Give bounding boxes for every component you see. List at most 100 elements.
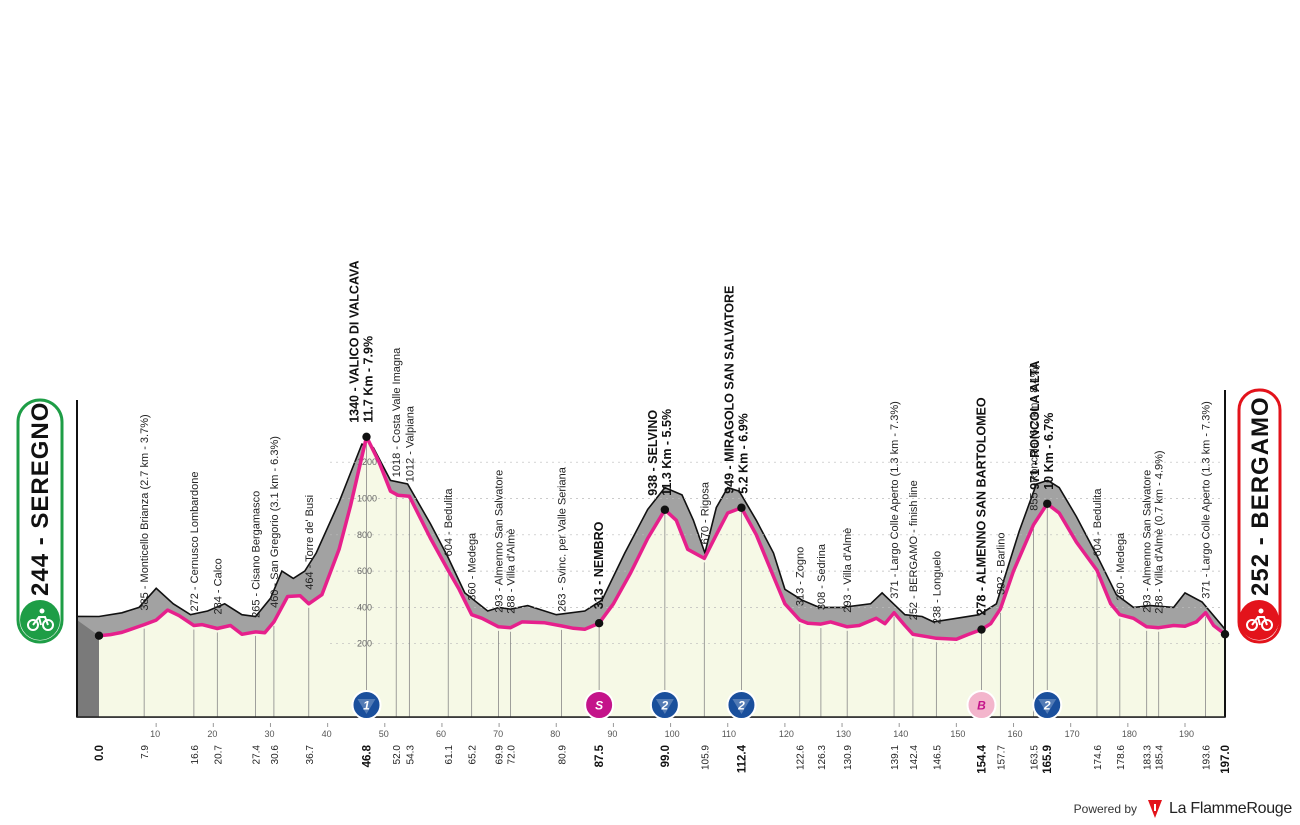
waypoint-label: 288 - Villa d'Almè (0.7 km - 4.9%) bbox=[1154, 450, 1166, 613]
kom-mountain-icon bbox=[1038, 699, 1057, 714]
km-tick-label: 70 bbox=[493, 729, 503, 739]
waypoint-km-label: 130.9 bbox=[843, 745, 854, 770]
waypoint-label: 293 - Almenno San Salvatore bbox=[494, 470, 506, 613]
waypoint-label: 371 - Largo Colle Aperto (1.3 km - 7.3%) bbox=[889, 401, 901, 598]
km-tick-label: 130 bbox=[836, 729, 851, 739]
km-tick-label: 80 bbox=[550, 729, 560, 739]
waypoint-label: 360 - Medega bbox=[467, 532, 479, 601]
km-tick-label: 180 bbox=[1122, 729, 1137, 739]
kom-badge bbox=[351, 690, 382, 720]
waypoint-label: 308 - Sedrina bbox=[816, 543, 828, 610]
waypoint-droplines bbox=[143, 440, 1206, 717]
waypoint-label: 284 - Calco bbox=[212, 558, 224, 614]
sprint-badge bbox=[584, 690, 615, 720]
start-sep: - bbox=[27, 529, 54, 553]
waypoint-km-label: 20.7 bbox=[213, 745, 224, 765]
km-tick-label: 30 bbox=[264, 729, 274, 739]
waypoint-km-label: 72.0 bbox=[507, 745, 518, 765]
waypoint-km-label: 126.3 bbox=[817, 745, 828, 770]
waypoint-label: 278 - ALMENNO SAN BARTOLOMEO bbox=[975, 397, 989, 615]
waypoint-km-label: 46.8 bbox=[362, 744, 374, 767]
km-tick-label: 140 bbox=[893, 729, 908, 739]
km-tick-label: 40 bbox=[322, 729, 332, 739]
waypoint-label: 272 - Cernusco Lombardone bbox=[189, 471, 201, 611]
waypoint-sublabel: 11.3 Km - 5.5% bbox=[660, 409, 674, 496]
route-area-fill bbox=[99, 436, 1225, 717]
kom-badge-label: 2 bbox=[737, 699, 745, 713]
waypoint-dot bbox=[362, 432, 371, 441]
waypoint-label: 1018 - Costa Valle Imagna bbox=[391, 347, 403, 477]
waypoint-label: 464 - Torre de' Busi bbox=[304, 495, 316, 590]
waypoint-label: 604 - Bedulita bbox=[443, 488, 455, 557]
sprint-badge-label: S bbox=[595, 699, 603, 713]
km-tick-label: 60 bbox=[436, 729, 446, 739]
waypoint-label: 1340 - VALICO DI VALCAVA bbox=[348, 261, 362, 423]
route-line bbox=[98, 435, 1227, 641]
finish-name: BERGAMO bbox=[1247, 396, 1274, 528]
waypoint-dot bbox=[660, 505, 670, 514]
start-wedge bbox=[77, 620, 99, 717]
waypoint-dot bbox=[977, 625, 986, 634]
elevation-grid: 200 400 600 800 1000 1200 bbox=[330, 457, 1220, 649]
grid-label: 800 bbox=[357, 530, 372, 540]
waypoint-dot bbox=[594, 618, 604, 628]
footer-brand: Powered by La FlammeRouge bbox=[1074, 797, 1292, 821]
finish-elevation: 252 bbox=[1247, 553, 1274, 596]
waypoint-km-label: 142.4 bbox=[909, 745, 920, 770]
waypoint-dot bbox=[1220, 630, 1230, 639]
waypoint-label: 392 - Barlino bbox=[995, 533, 1007, 595]
flamme-rouge-icon bbox=[1148, 800, 1163, 818]
waypoint-dot bbox=[94, 631, 104, 640]
start-elevation: 244 bbox=[27, 553, 54, 596]
waypoint-km-label: 139.1 bbox=[890, 745, 901, 770]
start-pill bbox=[16, 398, 64, 644]
waypoint-label: 1012 - Valpiana bbox=[404, 405, 416, 482]
waypoint-label: 855 - Roncola (6.2 km - 8.4%) bbox=[1029, 364, 1041, 511]
waypoint-km-label: 165.9 bbox=[1042, 745, 1054, 774]
km-tick-label: 100 bbox=[665, 729, 680, 739]
waypoint-km-label: 87.5 bbox=[594, 744, 606, 767]
start-name: SEREGNO bbox=[27, 402, 54, 529]
waypoint-km-label: 122.6 bbox=[796, 745, 807, 770]
waypoint-label: 360 - Medega bbox=[1115, 532, 1127, 601]
waypoint-label: 604 - Bedulita bbox=[1092, 488, 1104, 557]
waypoint-km-label: 61.1 bbox=[444, 745, 455, 765]
waypoint-km-label: 0.0 bbox=[94, 745, 106, 761]
kom-badge-label: 2 bbox=[1043, 699, 1051, 713]
waypoint-km-label: 183.3 bbox=[1143, 745, 1154, 770]
kom-badge bbox=[726, 690, 757, 720]
waypoint-km-label: 52.0 bbox=[392, 745, 403, 765]
waypoint-km-label: 157.7 bbox=[996, 745, 1007, 770]
waypoint-km-label: 112.4 bbox=[736, 744, 748, 773]
kom-mountain-icon bbox=[655, 699, 674, 714]
waypoint-label: 460 - San Gregorio (3.1 km - 6.3%) bbox=[269, 436, 281, 608]
waypoint-km-label: 178.6 bbox=[1116, 745, 1127, 770]
waypoint-label: 313 - Zogno bbox=[795, 547, 807, 606]
cyclist-icon bbox=[27, 608, 54, 631]
kom-badge-label: 2 bbox=[661, 699, 669, 713]
grid-label: 1000 bbox=[357, 494, 377, 504]
waypoint-dot bbox=[1043, 499, 1052, 508]
kom-badge bbox=[1032, 690, 1063, 720]
waypoint-km-label: 69.9 bbox=[495, 745, 506, 765]
km-tick-label: 190 bbox=[1179, 729, 1194, 739]
waypoint-km-label: 146.5 bbox=[932, 745, 943, 770]
cyclist-icon bbox=[1246, 608, 1273, 631]
waypoint-label: 263 - Svinc. per Valle Seriana bbox=[556, 466, 568, 612]
waypoint-km-label: 193.6 bbox=[1202, 745, 1213, 770]
start-marker: 244 - SEREGNO bbox=[16, 398, 64, 644]
waypoint-km-label: 27.4 bbox=[252, 745, 263, 765]
waypoint-km-label: 80.9 bbox=[557, 745, 568, 765]
km-axis: 10 20 30 40 50 60 70 80 90 100 110 120 130 140 150 160 1… bbox=[77, 716, 1232, 774]
waypoint-km-label: 197.0 bbox=[1220, 745, 1232, 774]
waypoint-km-label: 16.6 bbox=[190, 745, 201, 765]
waypoint-label: 371 - Largo Colle Aperto (1.3 km - 7.3%) bbox=[1201, 401, 1213, 598]
bonus-badge bbox=[966, 690, 997, 720]
waypoint-sublabel: 5.2 Km - 6.9% bbox=[736, 413, 750, 494]
finish-marker: 252 - BERGAMO bbox=[1237, 388, 1282, 644]
km-tick-label: 150 bbox=[950, 729, 965, 739]
waypoint-sublabel: 10 Km - 6.7% bbox=[1042, 413, 1056, 490]
waypoint-label: 670 - Rigosa bbox=[699, 481, 711, 544]
waypoint-label: 265 - Cisano Bergamasco bbox=[251, 491, 263, 618]
waypoint-label: 971 - RONCOLA ALTA bbox=[1028, 361, 1042, 490]
